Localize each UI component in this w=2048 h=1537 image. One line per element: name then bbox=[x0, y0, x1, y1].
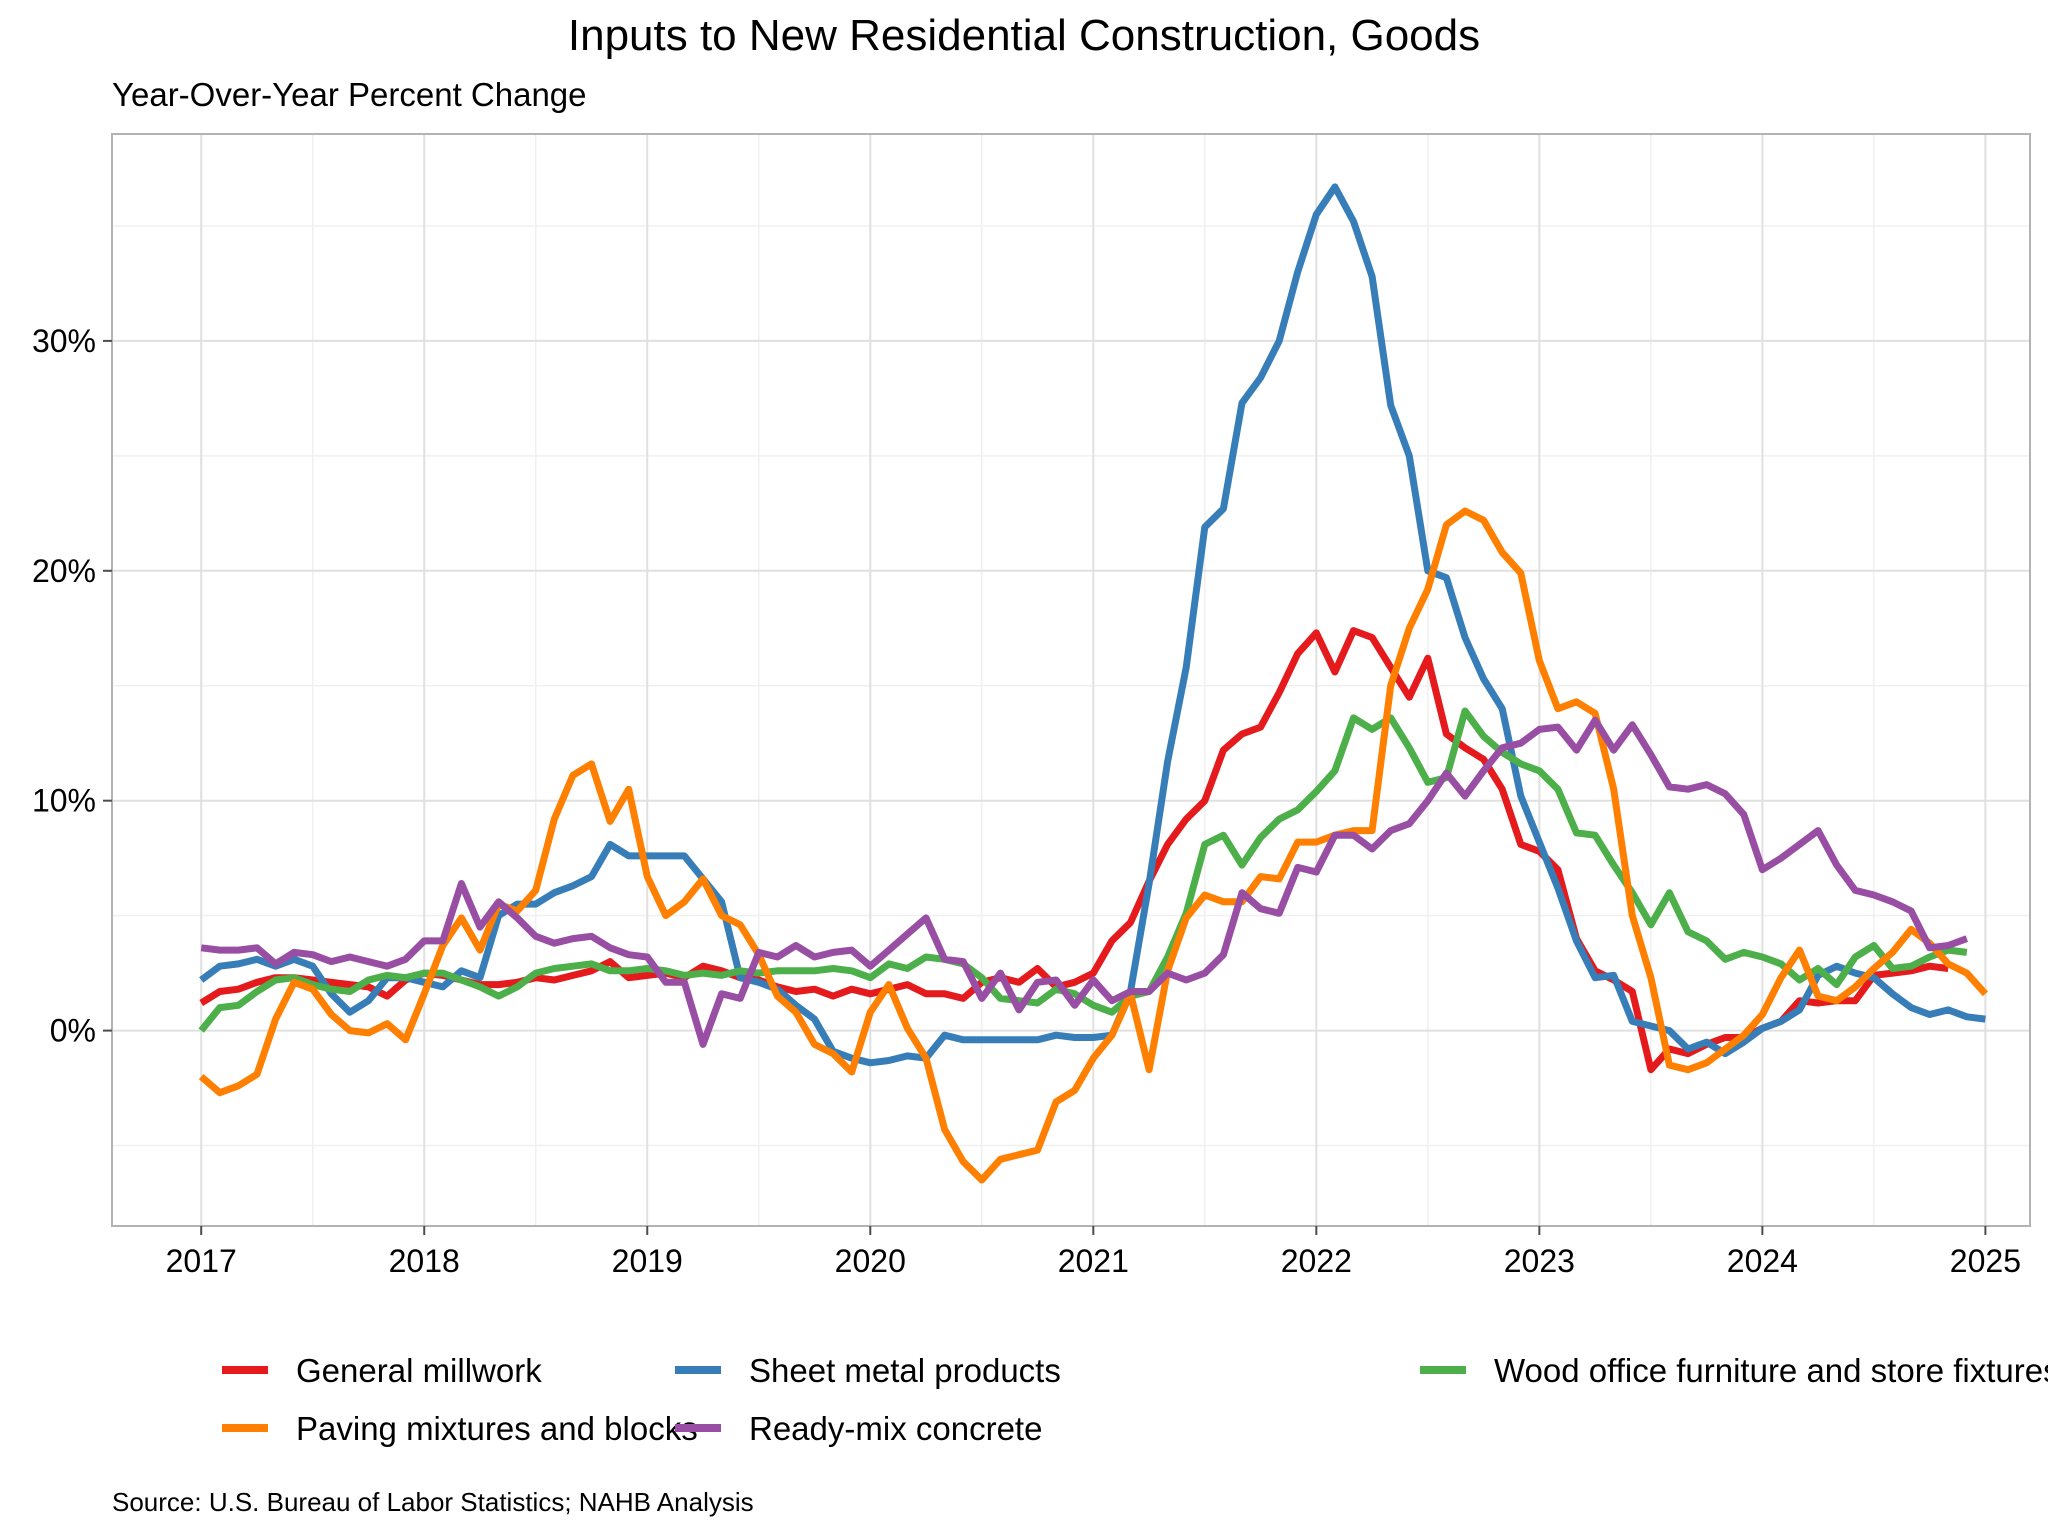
legend-label: General millwork bbox=[296, 1352, 542, 1389]
chart-subtitle: Year-Over-Year Percent Change bbox=[112, 76, 587, 113]
x-axis: 2017 2018 2019 2020 2021 2022 2023 2024 2025 bbox=[166, 1226, 2021, 1279]
legend-label: Wood office furniture and store fixtures bbox=[1494, 1352, 2048, 1389]
legend-label: Ready-mix concrete bbox=[749, 1410, 1042, 1447]
x-tick-label: 2020 bbox=[835, 1243, 906, 1279]
x-tick-label: 2022 bbox=[1281, 1243, 1352, 1279]
series-line-wood-office-furniture-and-store-fixtures bbox=[198, 707, 1968, 1033]
legend: General millwork Sheet metal products Wood… bbox=[222, 1352, 2048, 1447]
legend-item-wood-office-furniture-and-store-fixtures: Wood office furniture and store fixtures bbox=[1420, 1352, 2048, 1389]
y-tick-label: 0% bbox=[50, 1013, 96, 1049]
legend-label: Sheet metal products bbox=[749, 1352, 1061, 1389]
grid-lines bbox=[112, 134, 2030, 1226]
x-tick-label: 2019 bbox=[612, 1243, 683, 1279]
plot-panel bbox=[111, 133, 2031, 1227]
x-tick-label: 2024 bbox=[1727, 1243, 1798, 1279]
x-tick-label: 2025 bbox=[1950, 1243, 2021, 1279]
legend-item-sheet-metal-products: Sheet metal products bbox=[675, 1352, 1061, 1389]
x-tick-label: 2018 bbox=[389, 1243, 460, 1279]
data-series bbox=[198, 183, 1989, 1184]
x-tick-label: 2023 bbox=[1504, 1243, 1575, 1279]
y-axis: 0% 10% 20% 30% bbox=[32, 323, 112, 1049]
series-line-sheet-metal-products bbox=[199, 183, 1986, 1067]
series-line-ready-mix-concrete bbox=[200, 716, 1969, 1048]
y-tick-label: 20% bbox=[32, 553, 96, 589]
chart-title: Inputs to New Residential Construction, … bbox=[568, 11, 1480, 60]
legend-label: Paving mixtures and blocks bbox=[296, 1410, 698, 1447]
legend-item-paving-mixtures-and-blocks: Paving mixtures and blocks bbox=[222, 1410, 698, 1447]
y-tick-label: 30% bbox=[32, 323, 96, 359]
y-tick-label: 10% bbox=[32, 783, 96, 819]
legend-item-ready-mix-concrete: Ready-mix concrete bbox=[675, 1410, 1042, 1447]
x-tick-label: 2021 bbox=[1058, 1243, 1129, 1279]
x-tick-label: 2017 bbox=[166, 1243, 237, 1279]
series-line-general-millwork bbox=[199, 627, 1949, 1074]
legend-item-general-millwork: General millwork bbox=[222, 1352, 542, 1389]
panel-border bbox=[111, 133, 2031, 1227]
chart-caption: Source: U.S. Bureau of Labor Statistics;… bbox=[112, 1487, 754, 1517]
